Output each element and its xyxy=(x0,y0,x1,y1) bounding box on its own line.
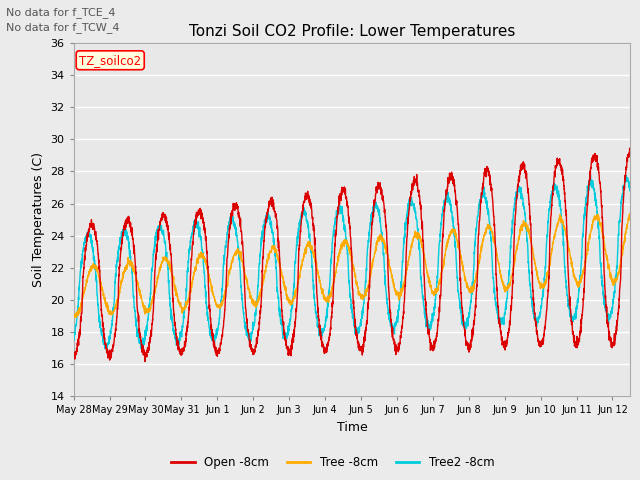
Y-axis label: Soil Temperatures (C): Soil Temperatures (C) xyxy=(32,152,45,287)
Text: No data for f_TCE_4: No data for f_TCE_4 xyxy=(6,7,116,18)
X-axis label: Time: Time xyxy=(337,420,367,433)
Text: No data for f_TCW_4: No data for f_TCW_4 xyxy=(6,22,120,33)
Legend: Open -8cm, Tree -8cm, Tree2 -8cm: Open -8cm, Tree -8cm, Tree2 -8cm xyxy=(166,452,499,474)
Text: TZ_soilco2: TZ_soilco2 xyxy=(79,54,141,67)
Title: Tonzi Soil CO2 Profile: Lower Temperatures: Tonzi Soil CO2 Profile: Lower Temperatur… xyxy=(189,24,515,39)
